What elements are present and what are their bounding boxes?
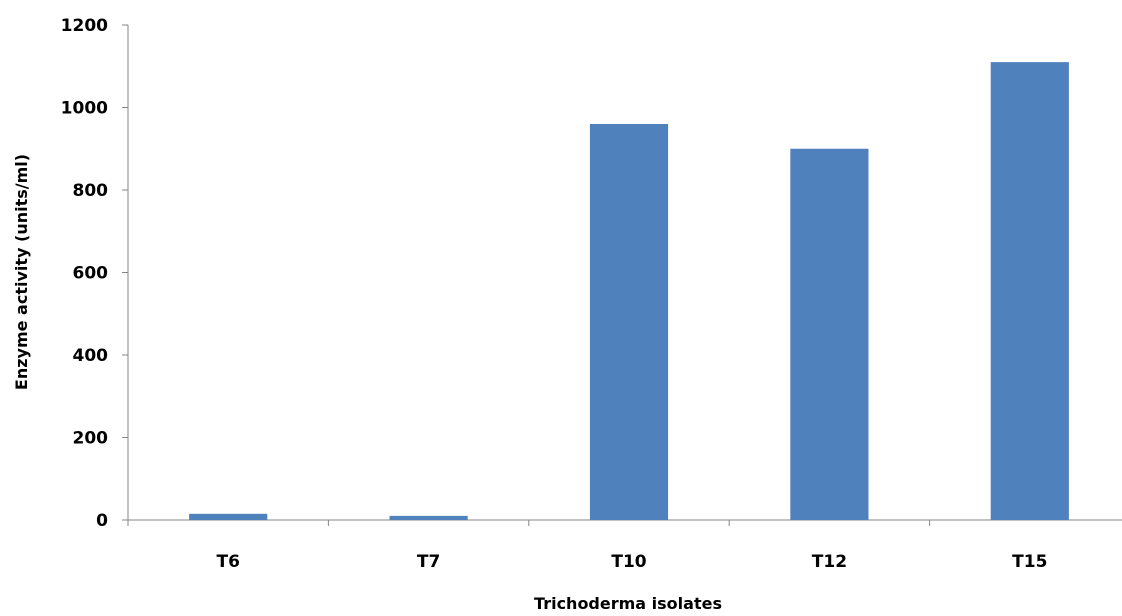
y-tick-label: 0: [96, 511, 108, 531]
bar-t10: [589, 124, 669, 520]
bar-t6: [189, 513, 268, 520]
bars: [189, 62, 1069, 520]
y-tick-label: 600: [73, 264, 109, 284]
y-tick-label: 1200: [61, 16, 108, 36]
bar-t15: [990, 62, 1069, 520]
y-axis: 0 200 400 600 800 1000 1200: [61, 16, 129, 531]
y-tick-label: 1000: [61, 99, 108, 119]
bar-t7: [389, 515, 468, 520]
x-axis-title: Trichoderma isolates: [534, 594, 722, 613]
x-axis: T6 T7 T10 T12 T15: [127, 519, 1122, 572]
x-category-label: T12: [812, 552, 847, 572]
y-tick-label: 800: [73, 181, 109, 201]
y-tick-label: 200: [73, 429, 109, 449]
y-ticks: 0 200 400 600 800 1000 1200: [61, 16, 128, 531]
x-category-label: T7: [417, 552, 440, 572]
x-category-label: T10: [611, 552, 646, 572]
bar-t12: [790, 148, 869, 520]
y-axis-title: Enzyme activity (units/ml): [12, 154, 31, 390]
x-ticks: T6 T7 T10 T12 T15: [127, 520, 1047, 572]
x-category-label: T6: [216, 552, 239, 572]
y-tick-label: 400: [73, 346, 109, 366]
x-category-label: T15: [1012, 552, 1047, 572]
